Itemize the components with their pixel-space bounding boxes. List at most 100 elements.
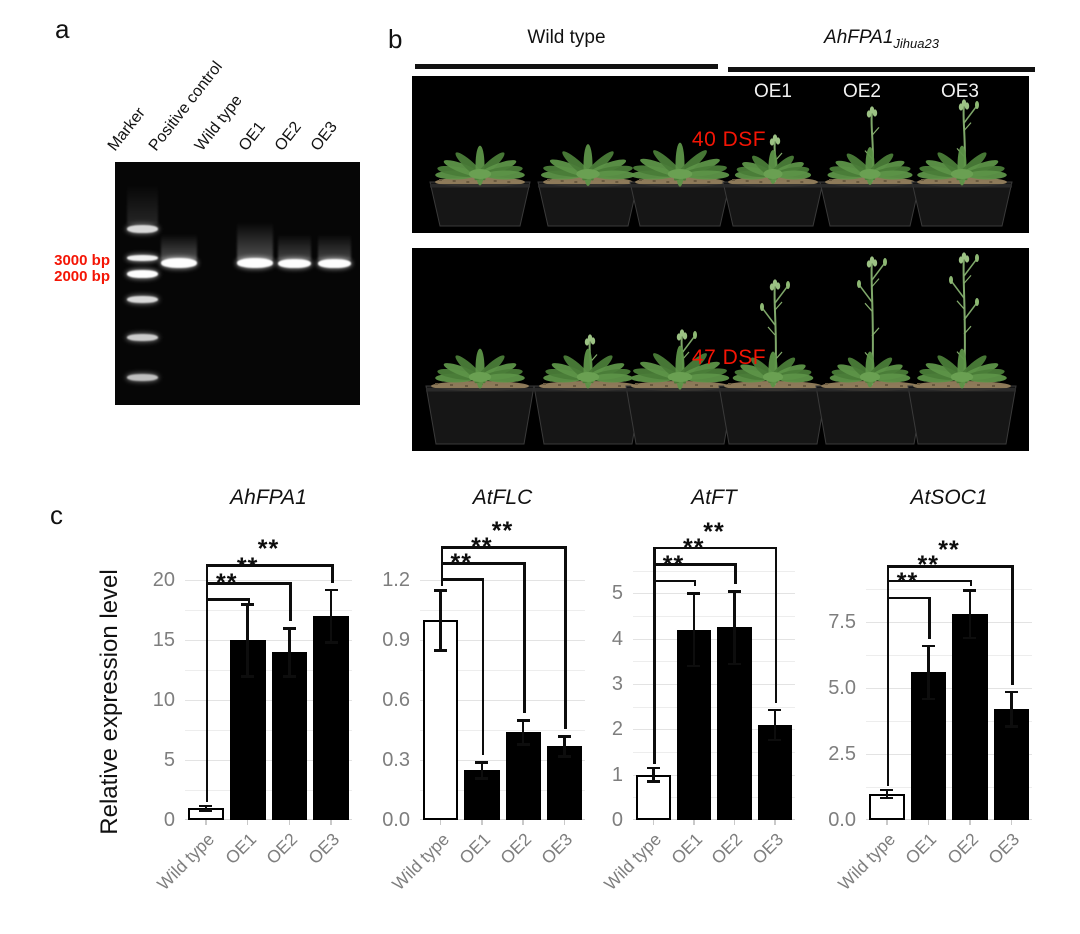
y-tick-label: 5.0	[828, 677, 856, 700]
significance-bracket-line	[205, 598, 251, 601]
gel-ladder-band	[127, 225, 158, 233]
significance-bracket-right	[523, 562, 526, 713]
y-tick-label: 20	[152, 569, 175, 591]
y-tick-label: 4	[611, 627, 623, 650]
gel-size-label-2000bp: 2000 bp	[54, 268, 110, 285]
gel-size-label-3000bp: 3000 bp	[54, 252, 110, 269]
soil-speckle	[710, 385, 713, 387]
error-bar-cap-bottom	[687, 664, 701, 668]
pot	[629, 181, 731, 227]
plant-photo-40dsf-scene	[429, 99, 1013, 227]
y-tick-label: 0.6	[382, 689, 410, 711]
gel-smear-oe3	[318, 234, 351, 260]
bar-oe2	[505, 732, 541, 820]
significance-bracket-left	[205, 564, 209, 802]
gel-smear-oe2	[278, 234, 311, 260]
x-tick-mark	[481, 820, 483, 825]
soil-speckle	[543, 383, 546, 385]
soil-speckle	[758, 385, 761, 387]
x-category-label: OE2	[496, 829, 536, 868]
y-tick-label: 7.5	[828, 611, 856, 634]
group-label-cultivar-sub: Jihua23	[893, 35, 939, 51]
gridline	[420, 790, 585, 791]
significance-bracket-right	[564, 546, 567, 729]
soil-speckle	[745, 180, 749, 182]
soil-speckle	[650, 384, 653, 386]
rosette-plant	[917, 145, 1007, 186]
error-bar-stem	[652, 767, 655, 782]
soil-speckle	[803, 385, 806, 387]
plant-photo-47dsf: 47 DSF	[412, 248, 1029, 451]
gel-image	[115, 162, 360, 405]
gridline	[866, 721, 1032, 723]
error-bar-cap-bottom	[282, 675, 296, 678]
pot-rim	[820, 184, 920, 188]
y-tick-label: 15	[152, 629, 175, 651]
x-category-label: OE1	[901, 829, 941, 868]
x-axis-line	[185, 819, 352, 820]
significance-bracket-line	[886, 579, 973, 583]
soil-speckle	[732, 179, 735, 181]
rosette-plant	[630, 142, 730, 187]
error-bar-stem	[246, 604, 249, 676]
pot-rim	[534, 388, 642, 392]
x-tick-mark	[886, 820, 888, 825]
soil-speckle	[825, 383, 828, 385]
gel-ladder-band	[127, 334, 158, 341]
pot-rim	[908, 388, 1016, 392]
gel-lane-label-oe3: OE3	[307, 118, 341, 155]
x-axis-line	[420, 819, 585, 820]
chart-title-atft: AtFT	[691, 486, 737, 509]
gridline	[866, 655, 1032, 657]
y-tick-label: 5	[611, 582, 623, 605]
error-bar-stem	[927, 645, 930, 699]
gel-band-oe1	[237, 258, 273, 268]
x-category-label: OE3	[984, 829, 1024, 868]
error-bar-cap-bottom	[241, 675, 255, 678]
gridline	[633, 570, 795, 572]
soil-speckle	[855, 385, 858, 387]
gel-band-positive-control	[161, 258, 197, 268]
error-bar-stem	[204, 805, 208, 811]
photo-line-label-oe3: OE3	[940, 81, 980, 102]
x-category-label: OE1	[455, 829, 495, 868]
soil-speckle	[992, 385, 995, 387]
error-bar-stem	[773, 709, 776, 740]
significance-bracket-line	[653, 546, 778, 550]
significance-bracket-line	[886, 565, 1014, 568]
y-tick-label: 0.3	[382, 749, 410, 771]
significance-stars: **	[491, 517, 514, 545]
gel-band-oe3	[318, 259, 351, 268]
soil-speckle	[639, 179, 642, 181]
chart-title-atsoc1: AtSOC1	[910, 486, 988, 509]
soil-speckle	[635, 383, 638, 385]
gel-band-oe2	[278, 259, 311, 268]
soil-speckle	[558, 384, 561, 386]
bar-oe3	[546, 746, 582, 820]
gel-lane-label-oe2: OE2	[271, 118, 305, 155]
error-bar-cap-bottom	[434, 649, 448, 652]
rosette-plant	[827, 147, 913, 186]
pot-rim	[723, 184, 823, 188]
error-bar-cap-top	[241, 603, 255, 606]
error-bar-cap-bottom	[768, 738, 782, 742]
significance-bracket-right	[331, 564, 334, 583]
significance-bracket-line	[653, 579, 697, 583]
photo-caption-47dsf: 47 DSF	[691, 346, 767, 369]
y-tick-label: 0	[163, 809, 175, 831]
soil-speckle	[917, 383, 920, 385]
error-bar-stem	[563, 736, 566, 756]
soil-speckle	[788, 384, 791, 386]
error-bar-cap-bottom	[199, 809, 213, 812]
error-bar-stem	[1010, 691, 1013, 727]
soil-speckle	[897, 181, 901, 183]
x-category-label: OE1	[666, 829, 706, 868]
gridline	[633, 797, 795, 799]
gridline	[420, 580, 585, 581]
significance-bracket-line	[440, 546, 567, 549]
gridline	[866, 622, 1032, 624]
x-tick-mark	[1010, 820, 1012, 825]
soil-speckle	[547, 179, 550, 181]
gel-ladder-band	[127, 270, 158, 278]
